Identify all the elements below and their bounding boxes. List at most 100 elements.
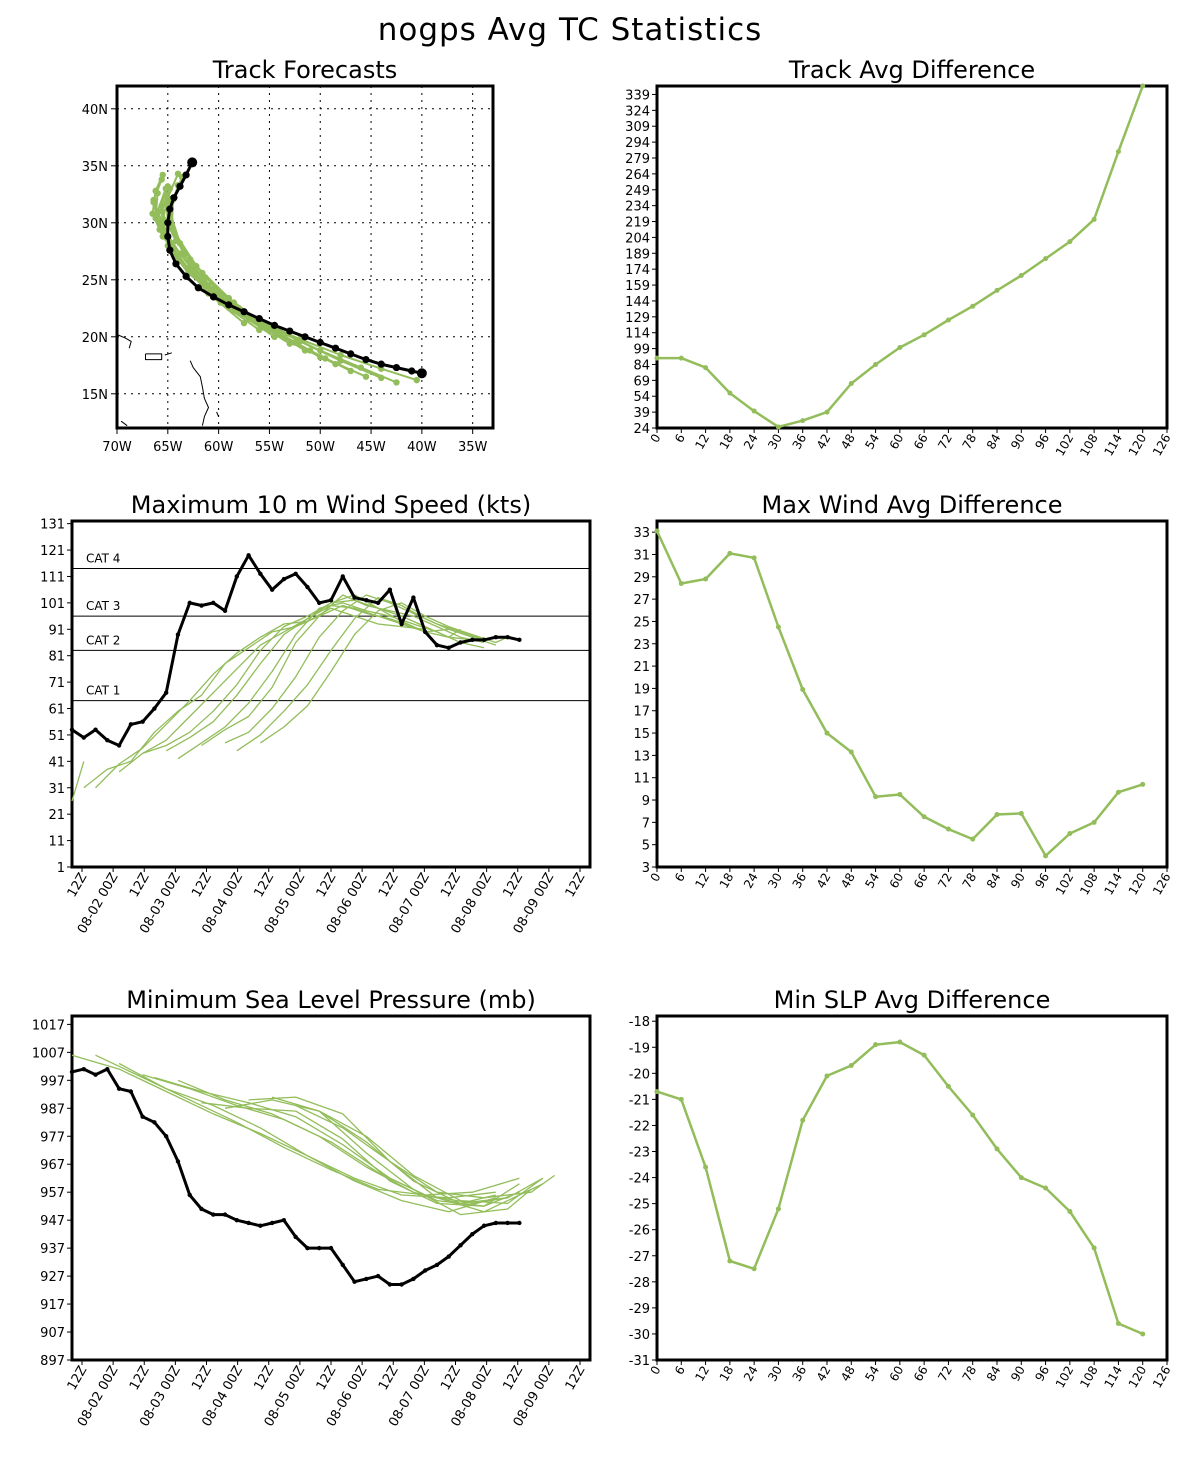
observed-point [434, 1262, 440, 1268]
min-sea-level-pressure-panel: Minimum Sea Level Pressure (mb) 897 907 917… [32, 986, 592, 1429]
plot-frame [655, 1014, 1169, 1362]
observed-point [481, 637, 487, 643]
y-tick-label: 39 [633, 406, 650, 421]
x-tick-label: 0 [648, 432, 664, 446]
y-tick-label: 957 [40, 1186, 65, 1201]
x-tick-label: 54 [862, 871, 882, 891]
plot-frame [115, 84, 495, 430]
forecast-track [166, 202, 306, 352]
x-tick-label: 45W [356, 440, 386, 455]
data-point [897, 345, 903, 351]
observed-point [69, 1069, 75, 1075]
observed-track-point [194, 284, 202, 292]
observed-track-point [164, 219, 172, 227]
x-tick-label: 42 [814, 871, 834, 891]
y-tick-label: 5 [642, 839, 650, 854]
data-point [775, 1206, 781, 1212]
x-tick-label: 12Z [438, 1363, 464, 1393]
x-tick-label: 12Z [189, 1363, 215, 1393]
observed-point [411, 595, 416, 600]
forecast-track [156, 188, 276, 338]
y-tick-label: 249 [625, 184, 650, 199]
y-tick-label: 99 [633, 343, 650, 358]
chart-title: Minimum Sea Level Pressure (mb) [126, 986, 536, 1014]
observed-point [493, 1220, 499, 1226]
y-tick-label: 35N [82, 160, 108, 175]
forecast-track-point [301, 347, 309, 354]
data-point [970, 836, 976, 842]
forecast-track-point [174, 253, 182, 261]
x-tick-label: 108 [1077, 871, 1101, 898]
data-point [654, 355, 660, 361]
y-tick-label: 1007 [32, 1046, 65, 1061]
forecast-track-point [337, 357, 344, 364]
observed-track-point [270, 321, 279, 329]
observed-track-point [240, 308, 248, 316]
data-point [1018, 273, 1024, 279]
observed-point [211, 1212, 216, 1217]
y-tick-label: 21 [48, 808, 65, 823]
data-point [727, 1258, 733, 1264]
observed-point [258, 571, 263, 577]
data-point [897, 1039, 903, 1045]
data-point [848, 749, 854, 755]
x-tick-label: 114 [1101, 871, 1125, 898]
y-tick-label: -19 [629, 1041, 650, 1056]
data-point [1140, 1331, 1146, 1337]
data-point [1115, 149, 1121, 155]
data-point [751, 408, 757, 414]
x-tick-label: 90 [1008, 1364, 1028, 1384]
data-point [1043, 1185, 1049, 1191]
x-tick-label: 12Z [500, 1363, 526, 1393]
y-tick-label: 81 [48, 650, 65, 665]
observed-point [375, 600, 381, 606]
observed-track-point [316, 338, 324, 347]
observed-point [305, 1245, 310, 1251]
x-tick-label: 12 [692, 871, 712, 891]
x-tick-label: 108 [1077, 1364, 1101, 1391]
observed-point [364, 1276, 369, 1282]
x-tick-label: 12Z [563, 870, 589, 900]
observed-track-point [286, 327, 294, 335]
x-tick-label: 120 [1126, 432, 1150, 459]
observed-track-point [172, 260, 180, 268]
x-tick-label: 12Z [563, 1363, 589, 1393]
observed-point [517, 1220, 522, 1226]
x-tick-label: 12Z [65, 870, 91, 900]
x-tick-label: 60 [887, 1364, 907, 1384]
observed-point [328, 598, 334, 603]
y-tick-label: -26 [629, 1224, 650, 1239]
data-point [751, 1266, 757, 1272]
x-tick-label: 6 [672, 432, 688, 446]
y-tick-label: 15 [633, 727, 650, 742]
x-tick-label: 30 [765, 871, 785, 891]
forecast-track [160, 186, 397, 384]
y-tick-label: 309 [625, 120, 650, 135]
observed-track-point [362, 356, 370, 364]
data-point [994, 287, 1000, 293]
data-point [873, 361, 879, 367]
data-point [1140, 781, 1146, 787]
data-point [1140, 83, 1146, 89]
x-tick-label: 48 [838, 871, 858, 891]
y-tick-label: -21 [629, 1093, 650, 1108]
observed-track-point [166, 246, 174, 254]
data-point [945, 317, 951, 323]
y-tick-label: 24 [633, 422, 650, 437]
data-point [921, 814, 927, 820]
data-point [970, 1112, 976, 1118]
observed-track-point [187, 157, 198, 168]
data-point [775, 624, 781, 630]
x-tick-label: 120 [1126, 871, 1150, 898]
x-tick-label: 12Z [251, 870, 277, 900]
x-tick-label: 24 [741, 432, 761, 452]
data-point [921, 332, 927, 338]
observed-point [293, 571, 298, 577]
forecast-line [71, 761, 85, 802]
observed-point [340, 574, 345, 579]
chart-title: Maximum 10 m Wind Speed (kts) [131, 491, 531, 519]
observed-point [81, 735, 86, 740]
category-label: CAT 2 [86, 633, 120, 647]
x-tick-label: 114 [1101, 432, 1125, 459]
y-tick-label: 339 [625, 88, 650, 103]
